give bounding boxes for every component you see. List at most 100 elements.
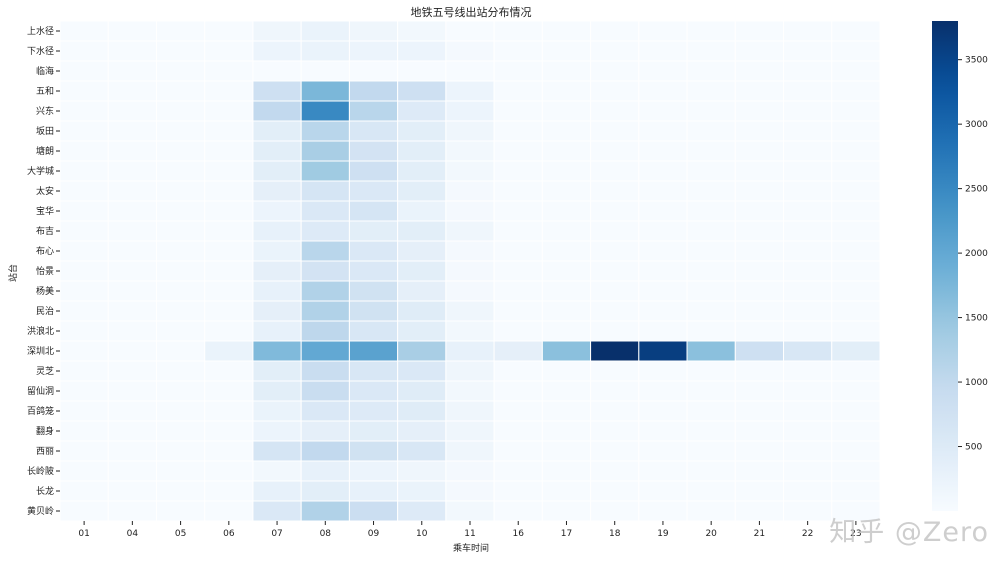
- heatmap-cell: [783, 360, 833, 382]
- heatmap-cell: [831, 140, 881, 162]
- heatmap-cell: [493, 220, 543, 242]
- heatmap-cell: [783, 480, 833, 502]
- y-tick-label: 布吉: [36, 225, 54, 237]
- heatmap-cell: [300, 360, 350, 382]
- heatmap-cell: [541, 40, 592, 62]
- heatmap-cell: [155, 420, 206, 442]
- heatmap-cell: [204, 400, 254, 422]
- heatmap-cell: [686, 140, 736, 162]
- heatmap-cell: [107, 160, 157, 182]
- heatmap-cell: [686, 120, 736, 142]
- heatmap-cell: [445, 200, 495, 222]
- heatmap-cell: [155, 240, 206, 262]
- heatmap-cell: [831, 440, 881, 462]
- heatmap-cell: [300, 140, 350, 162]
- heatmap-cell: [300, 380, 350, 402]
- heatmap-cell: [252, 240, 302, 262]
- heatmap-cell: [348, 160, 399, 182]
- heatmap-cell: [493, 200, 543, 222]
- y-tick-label: 太安: [36, 185, 54, 197]
- y-tick-label: 黄贝岭: [27, 505, 54, 517]
- heatmap-cell: [541, 320, 592, 342]
- heatmap-cell: [638, 40, 688, 62]
- heatmap-cell: [59, 360, 109, 382]
- heatmap-cell: [107, 140, 157, 162]
- heatmap-cell: [397, 140, 447, 162]
- heatmap-cell: [155, 400, 206, 422]
- heatmap-cell: [204, 300, 254, 322]
- heatmap-cell: [686, 340, 736, 362]
- heatmap-cell: [541, 420, 592, 442]
- heatmap-cell: [445, 360, 495, 382]
- heatmap-cell: [59, 420, 109, 442]
- heatmap-cell: [734, 500, 785, 522]
- heatmap-cell: [107, 300, 157, 322]
- x-tick-label: 16: [513, 529, 525, 539]
- heatmap-cell: [155, 460, 206, 482]
- heatmap-cell: [734, 260, 785, 282]
- heatmap-cell: [783, 240, 833, 262]
- heatmap-cell: [397, 180, 447, 202]
- heatmap-cell: [155, 280, 206, 302]
- heatmap-cell: [783, 400, 833, 422]
- y-axis-label: 站台: [7, 264, 19, 282]
- heatmap-cell: [445, 60, 495, 82]
- heatmap-cell: [638, 180, 688, 202]
- heatmap-cell: [300, 320, 350, 342]
- heatmap-cell: [107, 320, 157, 342]
- heatmap-cell: [59, 400, 109, 422]
- heatmap-cell: [686, 380, 736, 402]
- heatmap-cell: [59, 140, 109, 162]
- heatmap-cell: [783, 140, 833, 162]
- heatmap-cell: [734, 60, 785, 82]
- heatmap-cell: [783, 200, 833, 222]
- heatmap-cell: [397, 20, 447, 42]
- heatmap-cell: [107, 360, 157, 382]
- heatmap-cell: [300, 20, 350, 42]
- heatmap-cell: [590, 100, 640, 122]
- y-tick-label: 长岭陂: [27, 465, 54, 477]
- heatmap-cell: [638, 480, 688, 502]
- heatmap-cell: [155, 160, 206, 182]
- y-tick-label: 上水径: [27, 25, 54, 37]
- colorbar-tick-label: 3500: [965, 56, 988, 66]
- heatmap-cell: [445, 340, 495, 362]
- heatmap-cell: [493, 40, 543, 62]
- y-tick-label: 坂田: [36, 126, 54, 137]
- heatmap-cell: [541, 280, 592, 302]
- heatmap-cell: [348, 460, 399, 482]
- heatmap-cell: [831, 120, 881, 142]
- heatmap-cell: [204, 160, 254, 182]
- heatmap-cell: [397, 200, 447, 222]
- heatmap-cell: [493, 380, 543, 402]
- heatmap-cell: [734, 160, 785, 182]
- heatmap-cell: [493, 300, 543, 322]
- heatmap-cell: [686, 180, 736, 202]
- heatmap-cell: [252, 320, 302, 342]
- heatmap-cell: [300, 160, 350, 182]
- heatmap-cell: [541, 100, 592, 122]
- heatmap-cell: [541, 440, 592, 462]
- colorbar: [932, 21, 958, 511]
- y-tick-label: 塘朗: [36, 145, 54, 157]
- heatmap-cell: [783, 420, 833, 442]
- heatmap-cell: [348, 100, 399, 122]
- heatmap-cell: [155, 360, 206, 382]
- heatmap-cell: [252, 420, 302, 442]
- heatmap-cell: [590, 400, 640, 422]
- heatmap-cell: [155, 140, 206, 162]
- colorbar-tick-label: 1500: [965, 314, 988, 324]
- heatmap-cell: [155, 220, 206, 242]
- heatmap-cell: [348, 200, 399, 222]
- heatmap-cell: [493, 80, 543, 102]
- y-tick-label: 怡景: [36, 265, 54, 277]
- heatmap-cell: [493, 20, 543, 42]
- heatmap-cell: [348, 180, 399, 202]
- heatmap-cell: [348, 280, 399, 302]
- heatmap-cell: [397, 40, 447, 62]
- heatmap-cell: [204, 500, 254, 522]
- heatmap-cell: [541, 500, 592, 522]
- heatmap-cell: [155, 180, 206, 202]
- heatmap-cell: [445, 20, 495, 42]
- heatmap-cell: [638, 300, 688, 322]
